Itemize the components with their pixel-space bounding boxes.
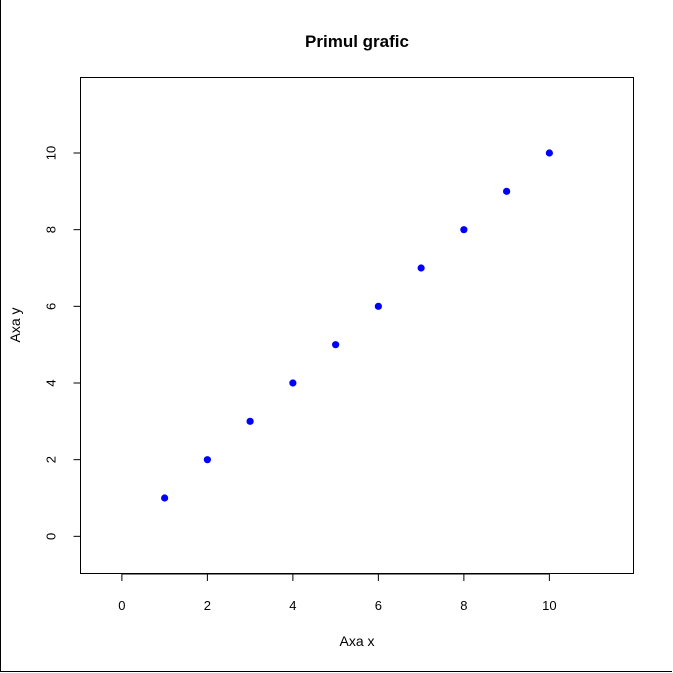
y-tick-label: 0: [44, 533, 59, 540]
data-point: [332, 341, 340, 349]
x-tick-label: 8: [460, 598, 467, 613]
x-tick-label: 6: [375, 598, 382, 613]
x-tick-label: 0: [118, 598, 125, 613]
data-point: [503, 187, 511, 195]
x-tick-label: 10: [542, 598, 556, 613]
data-point: [203, 456, 211, 464]
x-tick-label: 2: [204, 598, 211, 613]
y-tick-label: 4: [44, 379, 59, 386]
x-tick-label: 4: [289, 598, 296, 613]
data-point: [374, 302, 382, 310]
y-tick-label: 10: [44, 146, 59, 160]
data-point: [545, 149, 553, 157]
y-axis: 0 2 4 6 8 10: [44, 146, 81, 540]
y-tick-label: 6: [44, 303, 59, 310]
data-point: [460, 226, 468, 234]
chart-title: Primul grafic: [305, 32, 409, 51]
x-axis: 0 2 4 6 8 10: [118, 573, 557, 613]
data-points: [161, 149, 553, 502]
y-axis-label: Axa y: [7, 307, 23, 342]
y-tick-label: 8: [44, 226, 59, 233]
data-point: [289, 379, 297, 387]
data-point: [161, 494, 169, 502]
data-point: [246, 417, 254, 425]
data-point: [417, 264, 425, 272]
x-axis-label: Axa x: [339, 633, 374, 649]
y-tick-label: 2: [44, 456, 59, 463]
